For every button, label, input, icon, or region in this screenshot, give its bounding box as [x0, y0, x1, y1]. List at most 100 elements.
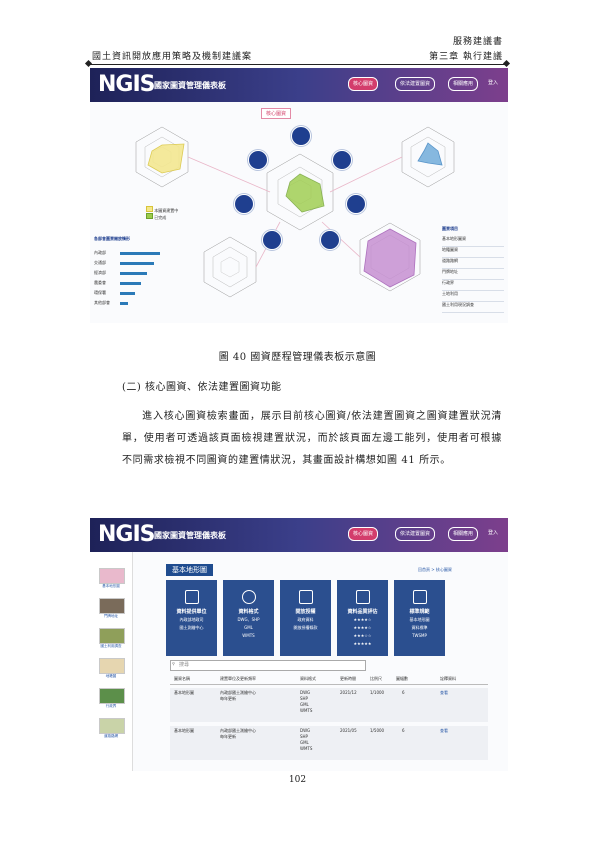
cell-format: DWG SHP GML WMTS [300, 690, 313, 713]
card-value: TWSMP [412, 633, 427, 638]
ranking-bar [120, 271, 147, 275]
card-value: 開放授權條款 [293, 625, 318, 630]
th-scale: 比例尺 [370, 676, 382, 681]
th-name: 圖資名稱 [174, 676, 190, 681]
th-count: 圖幅數 [396, 676, 408, 681]
radar-fill-bottomright [363, 228, 417, 288]
sidebar-thumb-topo[interactable] [99, 568, 125, 584]
card-value: GML [244, 625, 253, 630]
node-legal[interactable] [248, 150, 268, 170]
sidebar-label[interactable]: 地籍圖 [105, 674, 117, 678]
right-list-item[interactable]: 國土利用現況調查 [442, 302, 504, 313]
right-list-title: 圖資項目 [442, 226, 458, 231]
card-title: 資料提供單位 [176, 609, 207, 615]
sidebar-label[interactable]: 行政界 [105, 704, 117, 708]
login-link[interactable]: 登入 [488, 80, 499, 86]
right-list-item[interactable]: 基本地形圖資 [442, 236, 504, 247]
cell-unit: 內政部國土測繪中心 每年更新 [220, 728, 256, 739]
nav-application-button[interactable]: 相關應用 [448, 77, 479, 91]
legend-item-done: 已完成 [146, 213, 166, 221]
ranking-row: 其他部會 [94, 298, 164, 308]
radar-chart-bottomright [359, 222, 421, 292]
sidebar-thumb-road[interactable] [99, 718, 125, 734]
cell-name: 基本地形圖 [174, 690, 194, 695]
nav-core-data-button[interactable]: 核心圖資 [348, 77, 379, 91]
card-value: 內政部地政司 [179, 617, 204, 622]
card-title: 開放授權 [295, 609, 316, 615]
legend-item-building: 本圖資建置中 [146, 206, 178, 214]
cell-time: 2021/12 [340, 690, 357, 695]
ranking-title: 各部會圖資開放情形 [94, 236, 130, 241]
cell-format: DWG SHP GML WMTS [300, 728, 313, 751]
nav-legal-data-button[interactable]: 依法建置圖資 [395, 527, 436, 541]
card-value: 基本地形圖 [409, 617, 430, 622]
card-value: ★★★★☆ [353, 617, 372, 622]
ranking-row: 環保署 [94, 288, 164, 298]
right-list-item[interactable]: 行政界 [442, 280, 504, 291]
node-core[interactable] [291, 126, 311, 146]
card-license[interactable]: 開放授權 政府資料 開放授權條款 [280, 580, 331, 656]
sidebar-label[interactable]: 門牌地址 [104, 614, 118, 618]
right-list-item[interactable]: 土地利用 [442, 291, 504, 302]
app-title: 國家圖資管理儀表板 [154, 531, 226, 540]
node-standard[interactable] [234, 194, 254, 214]
card-title: 資料格式 [238, 609, 259, 615]
node-quality[interactable] [320, 230, 340, 250]
node-update[interactable] [346, 194, 366, 214]
ranking-bar [120, 251, 160, 255]
right-list-item[interactable]: 門牌地址 [442, 269, 504, 280]
cell-meta-link[interactable]: 查看 [440, 690, 448, 695]
card-standard[interactable]: 標準規範 基本地形圖 資料標準 TWSMP [394, 580, 445, 656]
project-title: 國土資訊開放應用策略及機制建議案 [92, 52, 253, 62]
table-row[interactable]: 基本地形圖 內政部國土測繪中心 每年更新 DWG SHP GML WMTS 2021/0… [170, 726, 488, 760]
sidebar-label[interactable]: 基本地形圖 [102, 584, 120, 588]
node-license[interactable] [262, 230, 282, 250]
card-value: 資料標準 [411, 625, 428, 630]
right-list-item[interactable]: 地籍圖資 [442, 247, 504, 258]
card-title: 資料品質評估 [347, 609, 378, 615]
radar-fill-center [285, 173, 325, 213]
card-value: ★★★★★ [353, 641, 372, 646]
cell-count: 6 [402, 690, 405, 695]
sidebar-thumb-admin[interactable] [99, 688, 125, 704]
login-link[interactable]: 登入 [488, 530, 499, 536]
app-banner [90, 68, 508, 102]
body-paragraph-text: 進入核心圖資檢索畫面，展示目前核心圖資/依法建置圖資之圖資建置狀況清單，使用者可… [122, 411, 502, 466]
card-value: WMTS [242, 633, 255, 638]
nav-legal-data-button[interactable]: 依法建置圖資 [395, 77, 436, 91]
sidebar-thumb-cadastral[interactable] [99, 658, 125, 674]
search-input[interactable]: 搜尋 [170, 660, 366, 671]
document-type: 服務建議書 [452, 37, 503, 47]
document-icon [412, 590, 427, 604]
right-list-item[interactable]: 道路路網 [442, 258, 504, 269]
cell-meta-link[interactable]: 查看 [440, 728, 448, 733]
breadcrumb-link[interactable]: 回首頁 > 核心圖資 [418, 567, 452, 572]
app-banner [90, 518, 508, 552]
sidebar-label[interactable]: 國土利用調查 [100, 644, 122, 648]
card-format[interactable]: 資料格式 DWG、SHP GML WMTS [223, 580, 274, 656]
th-unit: 建置單位及更新頻率 [220, 676, 256, 681]
sidebar-label[interactable]: 道路路網 [104, 734, 118, 738]
search-icon: ⚲ [172, 661, 175, 666]
table-row[interactable]: 基本地形圖 內政部國土測繪中心 每年更新 DWG SHP GML WMTS 2021/1… [170, 688, 488, 722]
radar-fill-topright [417, 142, 443, 166]
section-heading: 基本地形圖 [166, 564, 213, 576]
chapter-title: 第三章 執行建議 [429, 52, 503, 62]
page-number: 102 [288, 775, 307, 785]
cell-scale: 1/5000 [370, 728, 385, 733]
card-value: DWG、SHP [237, 617, 260, 622]
figure-caption: 圖 40 國資歷程管理儀表板示意圖 [218, 352, 377, 363]
ranking-list: 內政部 交通部 經濟部 農委會 環保署 其他部會 [94, 248, 164, 308]
sidebar-thumb-address[interactable] [99, 598, 125, 614]
card-quality[interactable]: 資料品質評估 ★★★★☆ ★★★★☆ ★★★☆☆ ★★★★★ [337, 580, 388, 656]
th-format: 資料格式 [300, 676, 316, 681]
book-icon [298, 590, 313, 604]
nav-application-button[interactable]: 相關應用 [448, 527, 479, 541]
nav-core-data-button[interactable]: 核心圖資 [348, 527, 379, 541]
sidebar-thumb-landuse[interactable] [99, 628, 125, 644]
section-title: (二) 核心圖資、依法建置圖資功能 [122, 382, 282, 393]
th-meta: 詮釋資料 [440, 676, 456, 681]
table-header-row: 圖資名稱 建置單位及更新頻率 資料格式 更新時間 比例尺 圖幅數 詮釋資料 [170, 676, 488, 685]
card-provider[interactable]: 資料提供單位 內政部地政司 國土測繪中心 [166, 580, 217, 656]
node-application[interactable] [332, 150, 352, 170]
